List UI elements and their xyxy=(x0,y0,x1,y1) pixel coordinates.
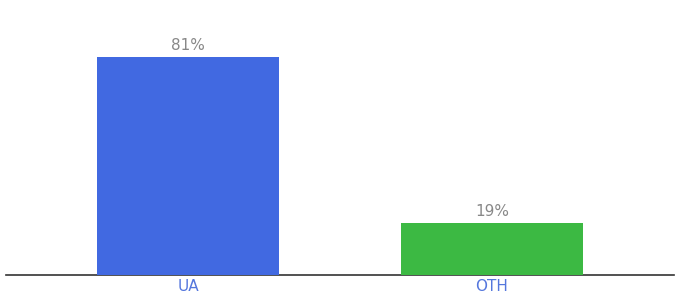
Bar xyxy=(401,224,583,274)
Text: 19%: 19% xyxy=(475,204,509,219)
Text: 81%: 81% xyxy=(171,38,205,52)
Bar xyxy=(97,57,279,274)
